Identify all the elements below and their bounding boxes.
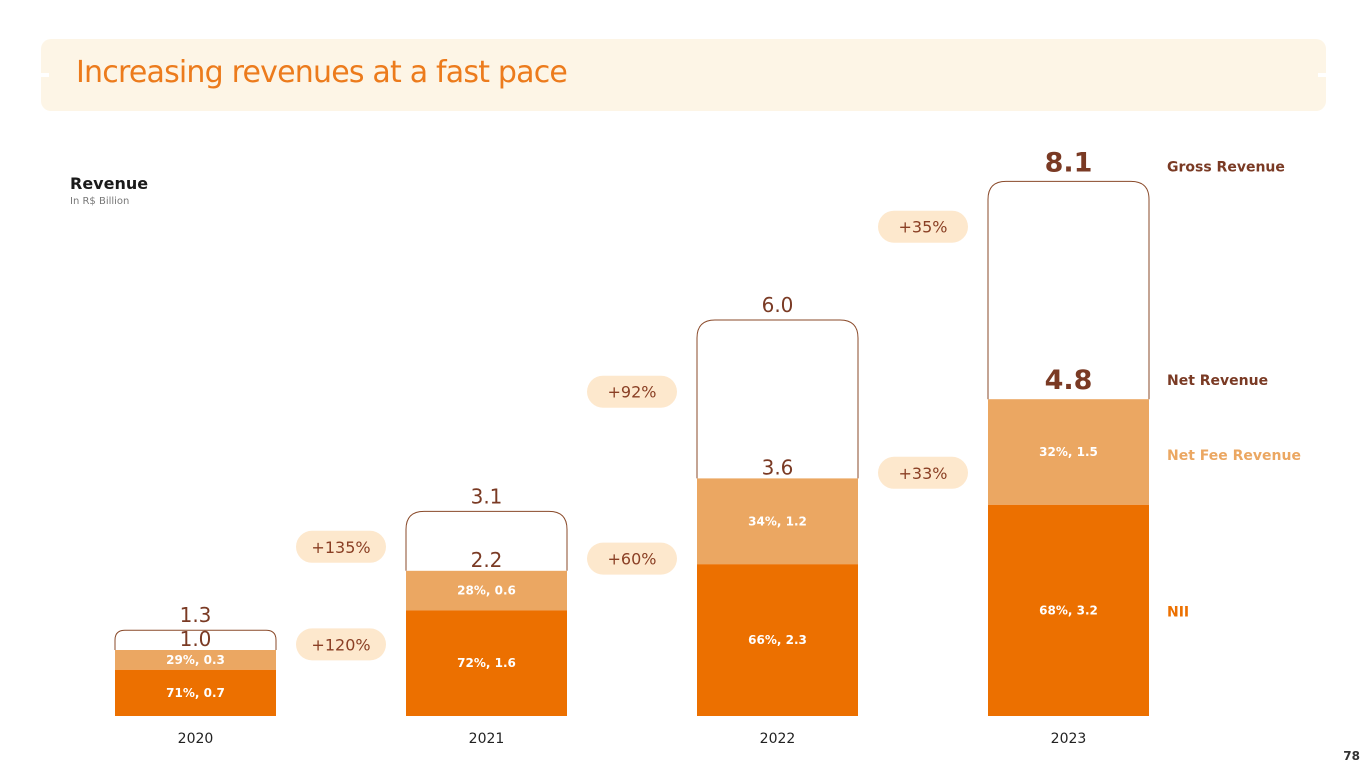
growth-gross-2021-label: +135% (311, 538, 370, 557)
growth-net-2023-label: +33% (899, 464, 948, 483)
net-fee-bar-2022 (697, 478, 858, 565)
page-title: Increasing revenues at a fast pace (76, 55, 568, 90)
net-fee-label-2021: 28%, 0.6 (457, 584, 516, 598)
growth-gross-2022-pill (587, 375, 677, 408)
page-number: 78 (1343, 749, 1360, 763)
gross-revenue-outline-2022 (696, 319, 859, 479)
nii-bar-2020 (115, 669, 276, 716)
legend-net-revenue: Net Revenue (1167, 373, 1268, 389)
revenue-label: Revenue (70, 174, 149, 193)
growth-gross-2021-pill (296, 530, 386, 563)
net-fee-label-2020: 29%, 0.3 (166, 653, 225, 667)
revenue-unit: In R$ Billion (70, 196, 130, 207)
gross-revenue-total-2022: 6.0 (762, 293, 794, 317)
growth-gross-2023-pill (878, 210, 968, 243)
net-fee-bar-2021 (406, 570, 567, 611)
growth-net-2022-label: +60% (608, 550, 657, 569)
nii-label-2023: 68%, 3.2 (1039, 603, 1098, 617)
x-tick-label-2021: 2021 (469, 731, 505, 747)
growth-net-2021-pill (296, 628, 386, 661)
nii-bar-2021 (406, 610, 567, 716)
title-banner: Increasing revenues at a fast pace (39, 39, 1328, 111)
growth-net-2023-pill (878, 456, 968, 489)
growth-net-2021-label: +120% (311, 635, 370, 654)
net-revenue-total-2021: 2.2 (471, 548, 503, 572)
net-fee-label-2023: 32%, 1.5 (1039, 445, 1098, 459)
gross-revenue-total-2023: 8.1 (1045, 147, 1093, 178)
growth-net-2022-pill (587, 542, 677, 575)
gross-revenue-total-2021: 3.1 (471, 484, 503, 508)
legend-nii: NII (1167, 604, 1189, 620)
legend-net-fee-revenue: Net Fee Revenue (1167, 448, 1301, 464)
gross-revenue-total-2020: 1.3 (180, 603, 212, 627)
growth-gross-2022-label: +92% (608, 383, 657, 402)
nii-bar-2023 (988, 504, 1149, 716)
net-fee-bar-2023 (988, 399, 1149, 505)
legend-gross-revenue: Gross Revenue (1167, 159, 1285, 175)
net-fee-bar-2020 (115, 650, 276, 670)
x-tick-label-2020: 2020 (178, 731, 214, 747)
x-tick-label-2022: 2022 (760, 731, 796, 747)
gross-revenue-outline-2023 (987, 180, 1150, 400)
gross-revenue-outline-2021 (405, 510, 568, 571)
x-tick-label-2023: 2023 (1051, 731, 1087, 747)
nii-label-2022: 66%, 2.3 (748, 633, 807, 647)
gross-revenue-outline-2020 (114, 629, 277, 650)
nii-label-2020: 71%, 0.7 (166, 686, 225, 700)
nii-label-2021: 72%, 1.6 (457, 656, 516, 670)
net-revenue-total-2023: 4.8 (1045, 365, 1093, 396)
banner-notch-right (1318, 73, 1328, 77)
nii-bar-2022 (697, 564, 858, 716)
growth-gross-2023-label: +35% (899, 218, 948, 237)
net-revenue-total-2022: 3.6 (762, 455, 794, 479)
banner-notch-left (39, 73, 49, 77)
net-revenue-total-2020: 1.0 (180, 627, 212, 651)
net-fee-label-2022: 34%, 1.2 (748, 514, 807, 528)
